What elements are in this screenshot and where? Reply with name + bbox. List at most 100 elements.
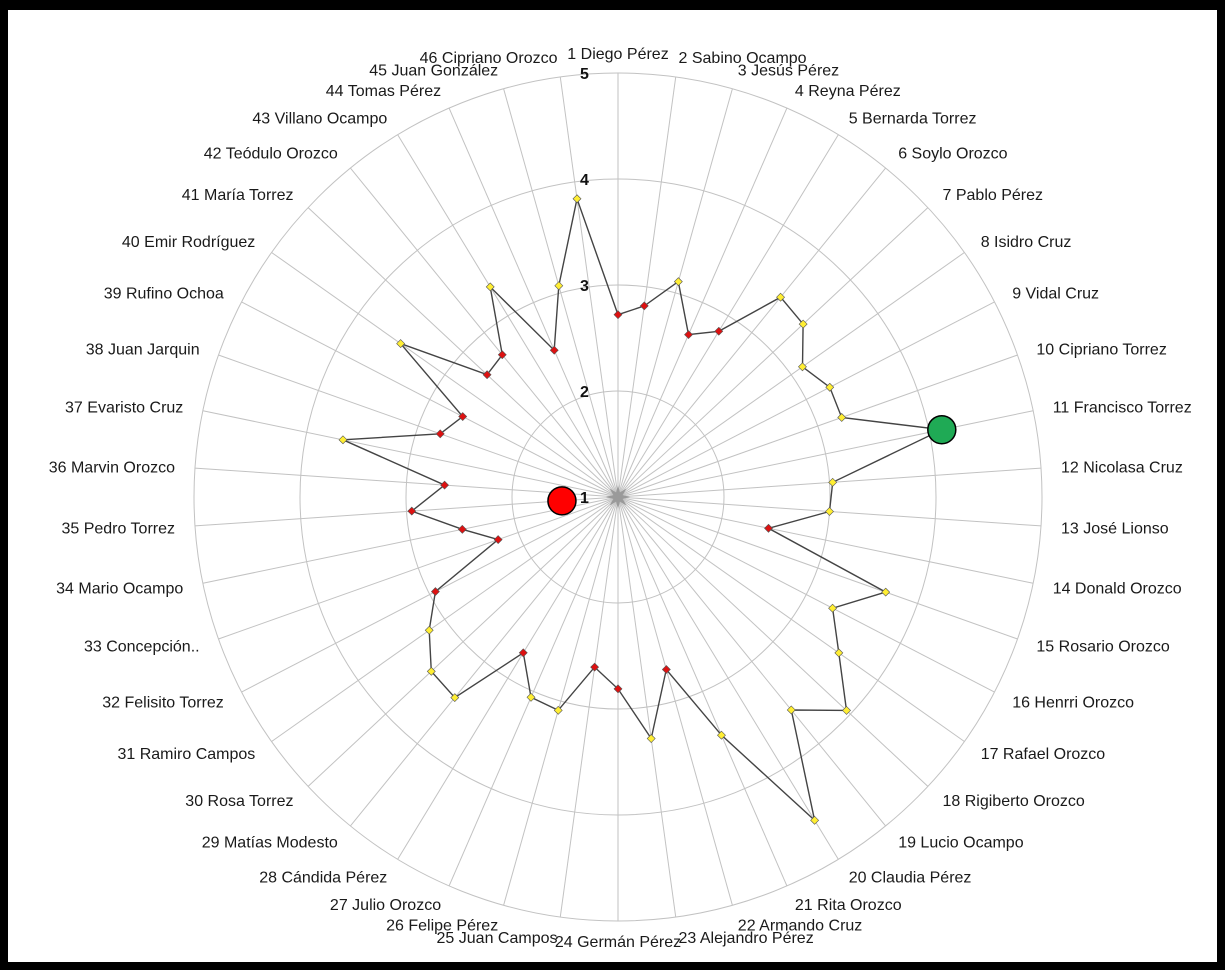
category-label: 36 Marvin Orozco xyxy=(49,460,175,477)
category-label: 38 Juan Jarquin xyxy=(86,341,200,358)
data-point-4 xyxy=(684,330,693,340)
grid-spoke-46 xyxy=(559,76,619,498)
grid-spoke-45 xyxy=(503,88,619,498)
data-point-9 xyxy=(825,382,835,392)
category-label: 7 Pablo Pérez xyxy=(943,187,1044,204)
data-point-26 xyxy=(553,705,563,715)
category-label: 8 Isidro Cruz xyxy=(981,234,1072,251)
data-point-5 xyxy=(714,326,724,336)
category-label: 22 Armando Cruz xyxy=(738,918,863,935)
data-point-3 xyxy=(673,277,683,287)
highlight-markers xyxy=(547,414,957,516)
data-point-15 xyxy=(881,587,891,597)
grid-spoke-33 xyxy=(218,496,619,640)
category-label: 33 Concepción.. xyxy=(84,639,200,656)
radial-tick-labels: 1 2 3 4 5 xyxy=(580,66,589,507)
category-label: 46 Cipriano Orozco xyxy=(420,50,558,67)
data-point-36 xyxy=(440,480,449,490)
grid-spoke-14 xyxy=(617,496,1034,584)
category-label: 26 Felipe Pérez xyxy=(386,918,498,935)
data-point-21 xyxy=(717,730,726,740)
grid-spoke-21 xyxy=(617,496,788,887)
grid-spoke-29 xyxy=(350,496,619,827)
data-point-46 xyxy=(572,194,582,204)
grid-spoke-23 xyxy=(617,496,677,918)
category-label: 3 Jesús Pérez xyxy=(738,63,839,80)
grid-spoke-15 xyxy=(617,496,1018,640)
category-label: 30 Rosa Torrez xyxy=(185,793,293,810)
grid-spoke-20 xyxy=(617,496,839,860)
data-point-10 xyxy=(837,413,847,422)
center-star xyxy=(606,485,630,509)
grid-spoke-42 xyxy=(350,167,619,498)
data-point-33 xyxy=(493,535,503,545)
grid-spoke-40 xyxy=(271,252,619,498)
data-point-7 xyxy=(798,319,808,329)
category-label: 41 María Torrez xyxy=(182,187,294,204)
data-point-27 xyxy=(526,692,536,702)
data-point-30 xyxy=(426,666,436,676)
data-point-28 xyxy=(518,648,528,658)
radial-tick-label: 1 xyxy=(580,490,589,507)
data-point-34 xyxy=(457,524,467,534)
category-label: 45 Juan González xyxy=(369,63,498,80)
data-points xyxy=(338,194,947,825)
data-point-35 xyxy=(407,506,417,516)
category-label: 28 Cándida Pérez xyxy=(259,869,387,886)
data-point-2 xyxy=(639,301,649,311)
radial-tick-label: 2 xyxy=(580,384,589,401)
grid-spoke-10 xyxy=(617,354,1018,498)
data-point-13 xyxy=(825,507,834,516)
category-label: 12 Nicolasa Cruz xyxy=(1061,460,1183,477)
grid-spoke-37 xyxy=(202,410,619,498)
category-label: 18 Rigiberto Orozco xyxy=(943,793,1085,810)
data-point-31 xyxy=(424,625,434,635)
data-point-40 xyxy=(396,339,406,348)
category-label: 39 Rufino Ochoa xyxy=(104,286,224,303)
grid-spokes xyxy=(194,73,1042,921)
data-point-39 xyxy=(458,412,468,421)
top-tick-mark xyxy=(519,0,522,10)
data-point-20 xyxy=(810,815,820,825)
data-point-43 xyxy=(485,282,495,292)
category-label: 1 Diego Pérez xyxy=(567,46,668,63)
category-label: 4 Reyna Pérez xyxy=(795,83,901,100)
category-label: 14 Donald Orozco xyxy=(1053,580,1182,597)
radial-tick-label: 4 xyxy=(580,172,589,189)
radial-tick-label: 5 xyxy=(580,66,589,83)
category-label: 37 Evaristo Cruz xyxy=(65,400,183,417)
category-label: 9 Vidal Cruz xyxy=(1012,286,1099,303)
category-label: 20 Claudia Pérez xyxy=(849,869,972,886)
data-point-38 xyxy=(435,429,445,439)
grid-spoke-41 xyxy=(307,207,619,498)
grid-spoke-9 xyxy=(617,301,995,498)
category-label: 43 Villano Ocampo xyxy=(252,111,387,128)
category-label: 34 Mario Ocampo xyxy=(56,580,183,597)
data-point-17 xyxy=(834,648,844,658)
category-label: 17 Rafael Orozco xyxy=(981,746,1106,763)
category-label: 42 Teódulo Orozco xyxy=(204,146,338,163)
category-label: 44 Tomas Pérez xyxy=(326,83,441,100)
category-label: 29 Matías Modesto xyxy=(202,834,338,851)
grid-spoke-44 xyxy=(448,107,619,498)
grid-spoke-38 xyxy=(218,354,619,498)
data-point-22 xyxy=(661,665,671,674)
category-label: 23 Alejandro Pérez xyxy=(679,930,814,947)
category-label: 31 Ramiro Campos xyxy=(117,746,255,763)
grid-spoke-43 xyxy=(397,134,619,498)
category-label: 19 Lucio Ocampo xyxy=(898,834,1024,851)
highlight-marker-2 xyxy=(547,486,577,516)
grid-spoke-22 xyxy=(617,496,733,906)
data-point-41 xyxy=(482,370,492,380)
grid-spoke-26 xyxy=(503,496,619,906)
grid-spoke-5 xyxy=(617,134,839,498)
data-point-32 xyxy=(430,587,440,597)
grid-spoke-2 xyxy=(617,76,677,498)
category-label: 10 Cipriano Torrez xyxy=(1036,341,1166,358)
grid-spoke-39 xyxy=(241,301,619,498)
category-label: 25 Juan Campos xyxy=(437,930,558,947)
center-star-shape xyxy=(606,485,630,509)
grid-spoke-16 xyxy=(617,496,995,693)
